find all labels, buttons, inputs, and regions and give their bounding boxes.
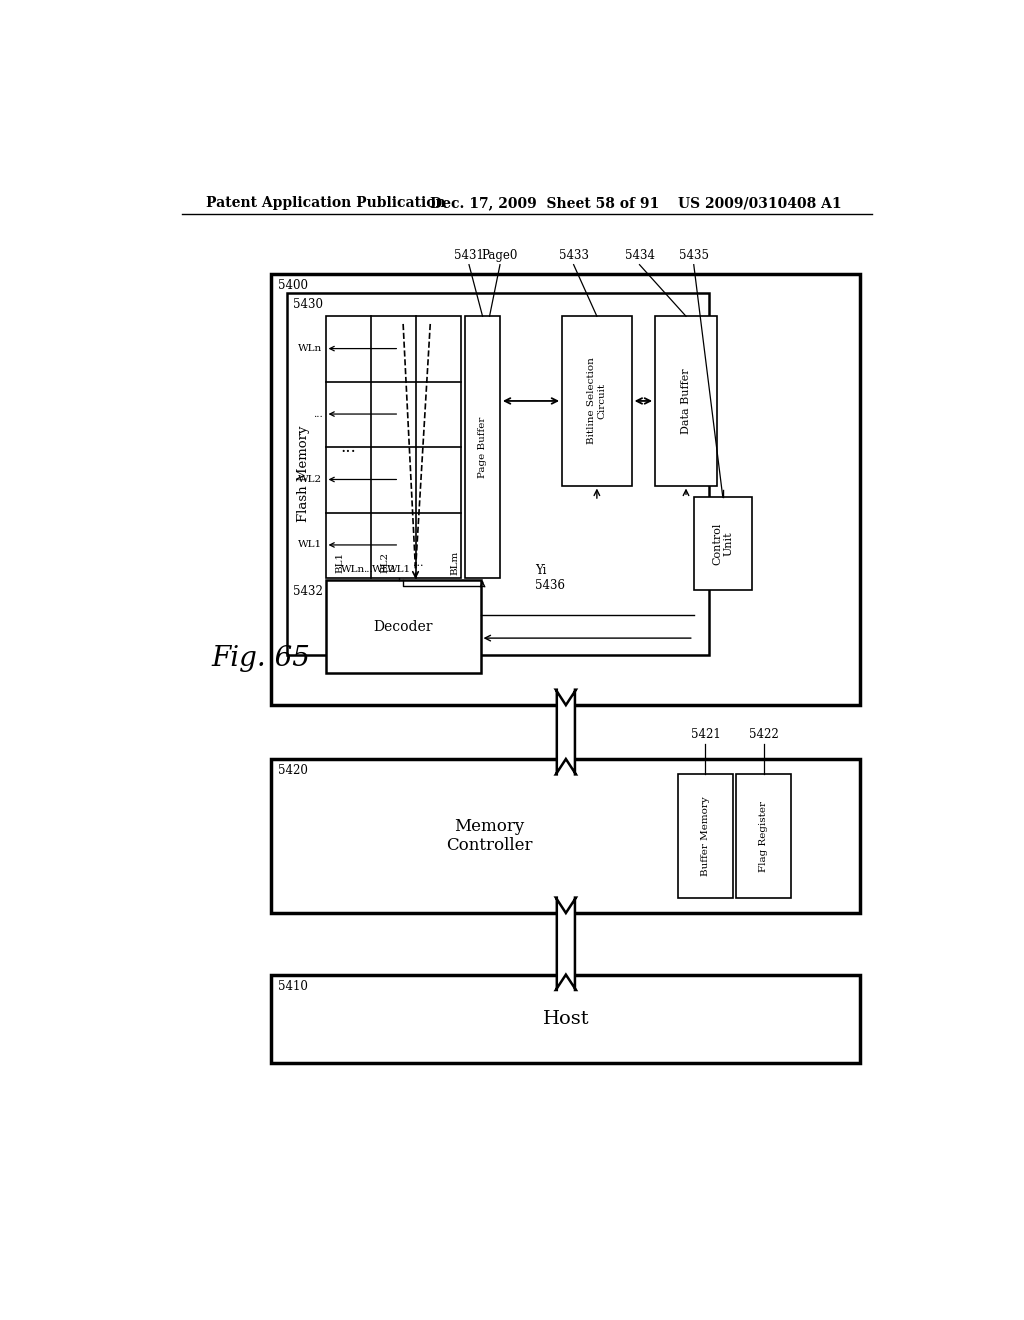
Text: 5421: 5421 (690, 729, 720, 742)
Polygon shape (556, 898, 575, 990)
Text: 5410: 5410 (278, 979, 307, 993)
Bar (678, 775, 732, 898)
Text: 5431: 5431 (454, 249, 484, 263)
Text: BL2: BL2 (381, 552, 390, 573)
Text: Fig. 65: Fig. 65 (212, 645, 310, 672)
Text: BL1: BL1 (336, 552, 345, 573)
Text: 5432: 5432 (293, 585, 323, 598)
Bar (271, 974, 860, 1063)
Bar (693, 498, 752, 590)
Text: Flash Memory: Flash Memory (297, 426, 310, 523)
Bar (326, 581, 480, 673)
Text: ...: ... (414, 557, 424, 568)
Bar (271, 759, 860, 913)
Bar (562, 317, 632, 486)
Text: Control
Unit: Control Unit (712, 523, 733, 565)
Text: WLn: WLn (341, 565, 365, 574)
Text: Page0: Page0 (482, 249, 518, 263)
Text: Flag Register: Flag Register (759, 800, 768, 871)
Text: WL2: WL2 (372, 565, 396, 574)
Text: Dec. 17, 2009  Sheet 58 of 91: Dec. 17, 2009 Sheet 58 of 91 (430, 197, 659, 210)
Text: 5430: 5430 (293, 298, 324, 312)
Bar (736, 775, 791, 898)
Text: Yi: Yi (535, 564, 546, 577)
Text: Host: Host (543, 1010, 589, 1028)
Text: Bitline Selection
Circuit: Bitline Selection Circuit (587, 358, 606, 445)
Text: WLn: WLn (298, 345, 323, 352)
Bar (287, 293, 710, 655)
Text: ...: ... (340, 438, 356, 455)
Text: WL2: WL2 (298, 475, 323, 484)
Text: BLm: BLm (451, 550, 460, 574)
Text: 5436: 5436 (535, 579, 565, 593)
Text: 5420: 5420 (278, 764, 307, 777)
Text: Patent Application Publication: Patent Application Publication (206, 197, 445, 210)
Text: US 2009/0310408 A1: US 2009/0310408 A1 (678, 197, 842, 210)
Text: WL1: WL1 (298, 540, 323, 549)
Bar (465, 317, 500, 578)
Bar (326, 317, 461, 578)
Text: ...: ... (364, 565, 373, 574)
Text: Decoder: Decoder (374, 619, 433, 634)
Text: 5434: 5434 (625, 249, 654, 263)
Text: 5433: 5433 (559, 249, 589, 263)
Bar (655, 317, 717, 486)
Text: ...: ... (312, 409, 323, 418)
Text: Memory
Controller: Memory Controller (446, 817, 532, 854)
Bar (271, 275, 860, 705)
Text: 5435: 5435 (679, 249, 709, 263)
Text: 5400: 5400 (278, 279, 307, 292)
Text: WL1: WL1 (387, 565, 412, 574)
Text: 5422: 5422 (749, 729, 778, 742)
Text: Data Buffer: Data Buffer (681, 368, 691, 434)
Text: Page Buffer: Page Buffer (478, 417, 487, 478)
Text: Buffer Memory: Buffer Memory (700, 796, 710, 876)
Polygon shape (556, 689, 575, 775)
